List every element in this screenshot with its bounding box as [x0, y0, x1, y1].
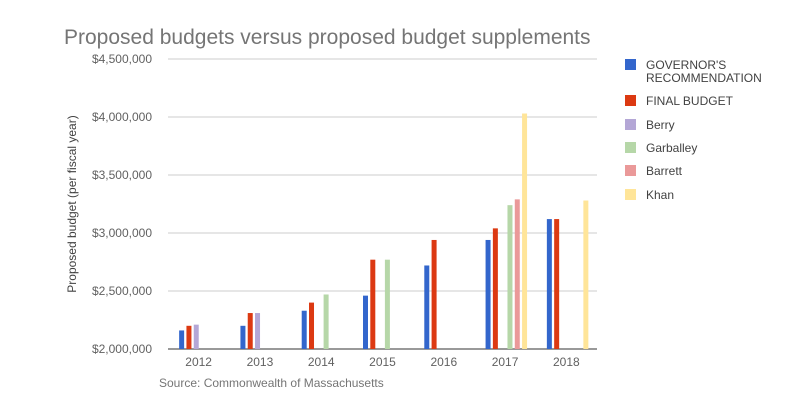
legend-label: Berry: [646, 118, 675, 132]
legend-swatch: [625, 119, 636, 130]
bar-khan-2017: [522, 113, 528, 350]
bar-final-budget-2013: [247, 313, 253, 349]
y-tick-label: $2,000,000: [92, 342, 152, 356]
legend-swatch: [625, 59, 636, 70]
bars: [179, 113, 589, 350]
x-tick-label: 2017: [492, 355, 519, 369]
bar-governor-s-recommendation-2018: [546, 219, 552, 349]
bar-garballey-2015: [384, 259, 390, 349]
y-tick-label: $3,500,000: [92, 168, 152, 182]
y-tick-label: $4,500,000: [92, 52, 152, 66]
x-tick-label: 2012: [185, 355, 212, 369]
bar-berry-2013: [255, 313, 261, 349]
x-tick-label: 2013: [247, 355, 274, 369]
bar-final-budget-2015: [370, 259, 376, 349]
bar-final-budget-2018: [554, 219, 560, 349]
legend-swatch: [625, 165, 636, 176]
legend-label: Garballey: [646, 141, 697, 155]
grid: [168, 58, 597, 350]
bar-governor-s-recommendation-2013: [240, 325, 246, 349]
bar-governor-s-recommendation-2014: [301, 310, 307, 349]
source-note: Source: Commonwealth of Massachusetts: [159, 376, 384, 390]
legend-swatch: [625, 189, 636, 200]
y-tick-label: $3,000,000: [92, 226, 152, 240]
legend-label: Barrett: [646, 164, 683, 178]
bar-berry-2012: [193, 324, 199, 349]
legend-label: GOVERNOR'S RECOMMENDATION: [646, 58, 762, 85]
bar-garballey-2014: [323, 294, 329, 349]
legend-swatch: [625, 95, 636, 106]
y-axis-label: Proposed budget (per fiscal year): [65, 115, 79, 292]
bar-governor-s-recommendation-2017: [485, 239, 491, 349]
chart-title: Proposed budgets versus proposed budget …: [64, 26, 591, 49]
legend: GOVERNOR'S RECOMMENDATION FINAL BUDGET Berr…: [625, 58, 762, 202]
y-axis: $2,000,000 $2,500,000 $3,000,000 $3,500,000…: [92, 52, 152, 356]
bar-khan-2018: [583, 200, 589, 349]
y-tick-label: $4,000,000: [92, 110, 152, 124]
x-tick-label: 2014: [308, 355, 335, 369]
bar-governor-s-recommendation-2015: [363, 295, 368, 349]
legend-swatch: [625, 142, 636, 153]
bar-final-budget-2014: [309, 302, 315, 349]
bar-governor-s-recommendation-2016: [424, 265, 430, 349]
bar-final-budget-2017: [492, 228, 498, 349]
bar-garballey-2017: [507, 205, 513, 349]
bar-final-budget-2012: [186, 325, 192, 349]
x-tick-label: 2016: [430, 355, 457, 369]
bar-governor-s-recommendation-2012: [179, 330, 185, 349]
legend-label: Khan: [646, 188, 674, 202]
x-tick-label: 2015: [369, 355, 396, 369]
x-tick-label: 2018: [553, 355, 580, 369]
y-tick-label: $2,500,000: [92, 284, 152, 298]
bar-final-budget-2016: [431, 239, 437, 349]
x-axis: 2012 2013 2014 2015 2016 2017 2018: [185, 355, 580, 369]
legend-label: FINAL BUDGET: [646, 94, 734, 108]
bar-barrett-2017: [514, 199, 520, 349]
